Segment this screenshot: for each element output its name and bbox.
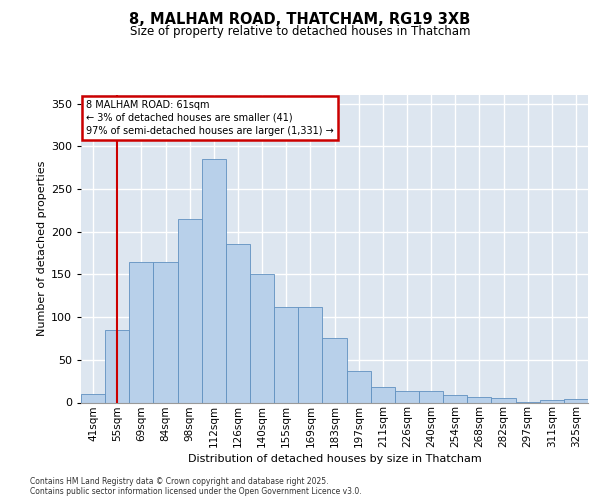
Bar: [105, 330, 129, 402]
Bar: [467, 398, 491, 402]
Bar: [419, 390, 443, 402]
Bar: [395, 390, 419, 402]
Y-axis label: Number of detached properties: Number of detached properties: [37, 161, 47, 336]
Bar: [347, 371, 371, 402]
Bar: [129, 262, 154, 402]
Bar: [371, 387, 395, 402]
Text: 8 MALHAM ROAD: 61sqm
← 3% of detached houses are smaller (41)
97% of semi-detach: 8 MALHAM ROAD: 61sqm ← 3% of detached ho…: [86, 100, 334, 136]
Bar: [81, 394, 105, 402]
Text: 8, MALHAM ROAD, THATCHAM, RG19 3XB: 8, MALHAM ROAD, THATCHAM, RG19 3XB: [130, 12, 470, 28]
Bar: [322, 338, 347, 402]
Bar: [564, 399, 588, 402]
Bar: [298, 307, 322, 402]
Bar: [178, 219, 202, 402]
Bar: [491, 398, 515, 402]
X-axis label: Distribution of detached houses by size in Thatcham: Distribution of detached houses by size …: [188, 454, 481, 464]
Bar: [226, 244, 250, 402]
Text: Size of property relative to detached houses in Thatcham: Size of property relative to detached ho…: [130, 25, 470, 38]
Bar: [202, 159, 226, 402]
Bar: [250, 274, 274, 402]
Bar: [274, 307, 298, 402]
Bar: [154, 262, 178, 402]
Bar: [443, 395, 467, 402]
Text: Contains HM Land Registry data © Crown copyright and database right 2025.
Contai: Contains HM Land Registry data © Crown c…: [30, 476, 362, 496]
Bar: [540, 400, 564, 402]
